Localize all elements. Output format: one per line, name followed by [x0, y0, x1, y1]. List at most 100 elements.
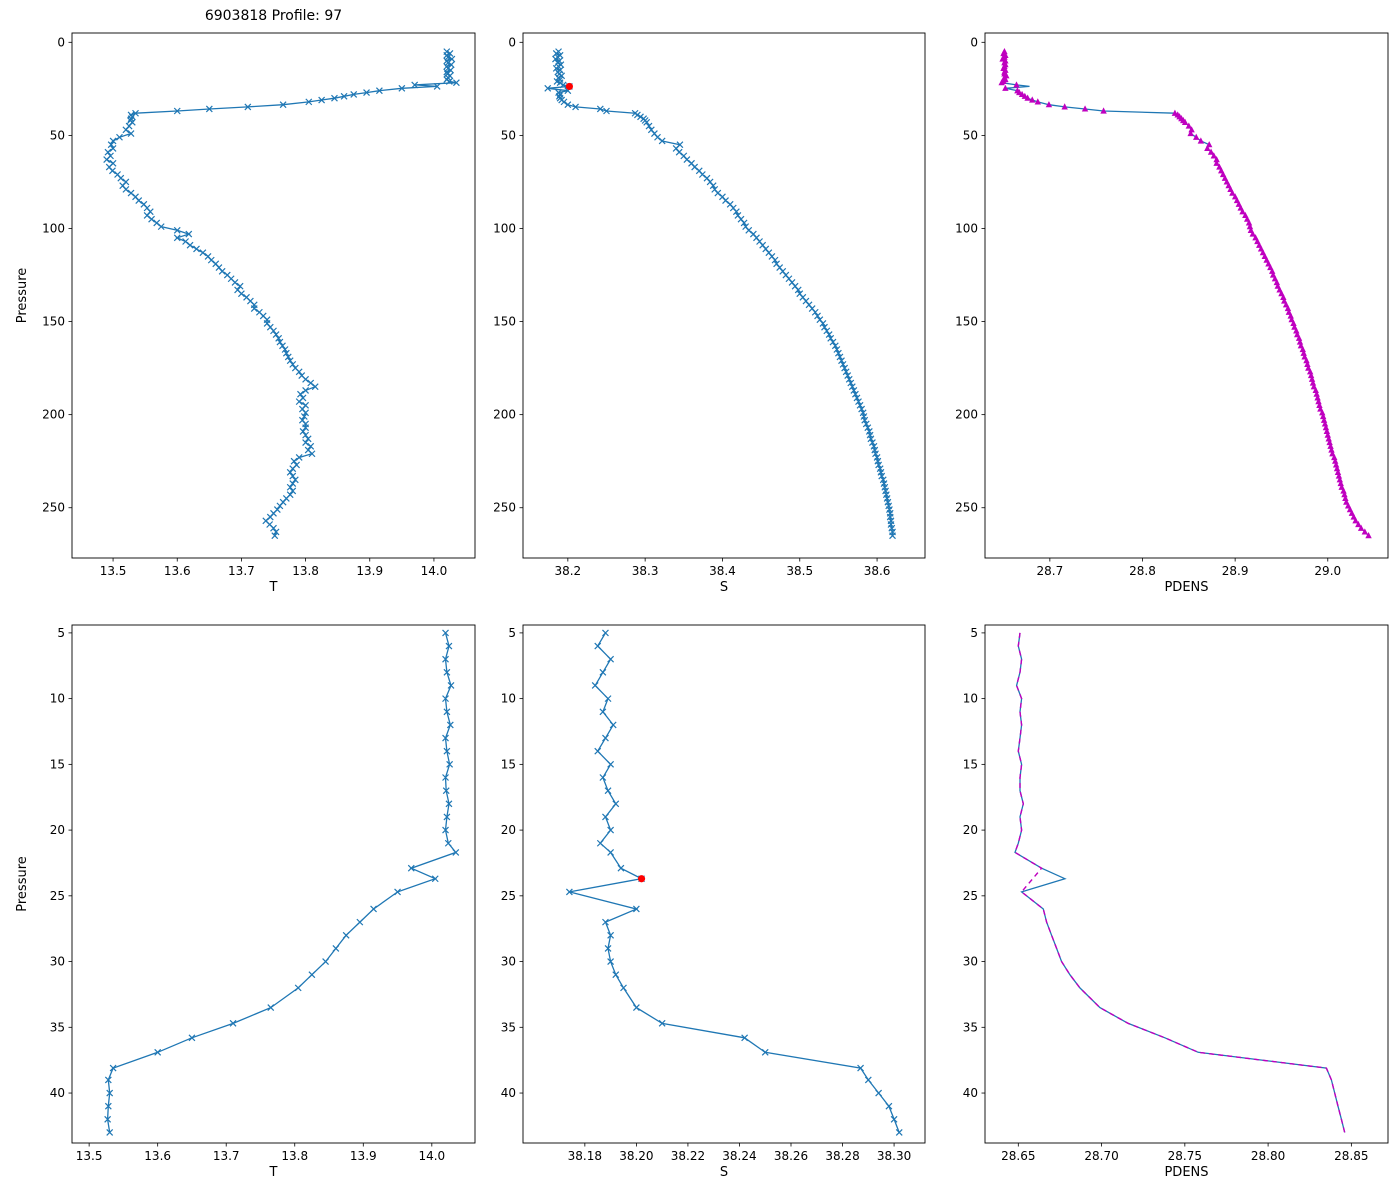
- x-marker: [104, 1076, 112, 1084]
- x-marker: [276, 338, 284, 346]
- x-marker: [853, 394, 861, 402]
- triangle-marker: [1204, 144, 1211, 152]
- x-marker: [885, 1102, 893, 1110]
- x-marker: [847, 379, 855, 387]
- triangle-marker: [1355, 520, 1362, 528]
- profile-line-dashed: [1014, 632, 1346, 1133]
- x-tick-label: 38.20: [619, 1149, 653, 1163]
- x-marker: [864, 1076, 872, 1084]
- x-marker: [842, 368, 850, 376]
- x-marker: [244, 103, 252, 111]
- x-marker: [722, 197, 729, 204]
- triangle-marker: [1308, 375, 1316, 382]
- x-tick-label: 28.9: [1222, 564, 1249, 578]
- plot-salinity-zoom: 38.18 38.20 38.22 38.24 38.26 38.28 38.30 5 10 15…: [501, 624, 926, 1180]
- triangle-marker: [1326, 438, 1333, 446]
- triangle-marker: [1303, 357, 1310, 364]
- plot-potential-density-full: 28.7 28.8 28.9 29.0 0 50 100 150 200 250 PDENS: [955, 32, 1389, 595]
- x-marker: [850, 387, 858, 394]
- x-marker: [443, 668, 451, 676]
- x-marker: [599, 708, 607, 716]
- y-tick-label: 100: [955, 221, 978, 235]
- triangle-marker: [1295, 334, 1303, 341]
- y-tick-label: 50: [963, 128, 978, 142]
- triangle-marker: [1365, 532, 1372, 539]
- x-tick-label: 13.7: [228, 564, 255, 578]
- y-tick-label: 40: [501, 1086, 516, 1100]
- x-marker: [745, 226, 753, 234]
- x-tick-label: 38.3: [632, 564, 659, 578]
- x-marker: [683, 156, 691, 164]
- x-marker: [127, 130, 135, 137]
- profile-line: [547, 51, 894, 536]
- x-marker: [594, 642, 602, 650]
- x-marker: [709, 182, 717, 190]
- x-tick-label: 28.65: [1001, 1149, 1035, 1163]
- x-marker: [302, 387, 310, 394]
- triangle-marker: [1320, 416, 1328, 423]
- y-tick-label: 100: [42, 221, 65, 235]
- triangle-marker: [1309, 379, 1317, 386]
- x-marker: [173, 226, 181, 234]
- triangle-marker: [1315, 398, 1322, 405]
- x-marker: [205, 105, 213, 113]
- x-marker: [173, 107, 181, 115]
- x-marker: [186, 241, 194, 249]
- triangle-marker: [1245, 219, 1253, 226]
- x-axis-label: PDENS: [1164, 580, 1208, 595]
- x-marker: [444, 839, 452, 847]
- x-marker: [878, 472, 886, 480]
- x-axis-label: T: [269, 1165, 278, 1180]
- x-marker: [116, 133, 123, 141]
- x-marker: [302, 375, 310, 383]
- y-tick-label: 20: [501, 823, 516, 837]
- x-axis-label: S: [720, 1165, 728, 1180]
- x-marker: [857, 1064, 865, 1072]
- x-marker: [552, 50, 560, 57]
- x-marker: [875, 461, 883, 469]
- x-marker: [107, 141, 115, 149]
- x-marker: [350, 91, 358, 98]
- x-marker: [607, 958, 615, 965]
- x-marker: [552, 55, 559, 63]
- figure-title: 6903818 Profile: 97: [204, 8, 343, 24]
- triangle-marker: [1361, 528, 1369, 535]
- x-marker: [591, 682, 599, 689]
- x-marker: [122, 185, 130, 193]
- triangle-marker: [1340, 487, 1347, 494]
- x-marker: [633, 111, 641, 119]
- x-marker: [445, 800, 453, 808]
- triangle-marker: [1306, 368, 1314, 375]
- triangle-marker: [1357, 524, 1365, 531]
- x-marker: [286, 357, 294, 365]
- x-marker: [714, 189, 722, 197]
- x-marker: [289, 487, 297, 495]
- x-marker: [875, 1089, 883, 1097]
- x-marker: [607, 849, 615, 856]
- x-marker: [442, 734, 449, 742]
- x-tick-label: 28.85: [1334, 1149, 1368, 1163]
- x-marker: [407, 864, 415, 872]
- x-marker: [302, 439, 310, 446]
- x-marker: [302, 424, 310, 432]
- x-marker: [559, 81, 567, 89]
- x-tick-label: 38.28: [825, 1149, 859, 1163]
- x-marker: [106, 1089, 114, 1097]
- y-tick-label: 20: [50, 823, 65, 837]
- x-marker: [282, 349, 290, 357]
- profile-line: [106, 632, 457, 1133]
- x-marker: [127, 115, 135, 123]
- x-marker: [286, 468, 294, 476]
- x-marker: [294, 984, 302, 992]
- y-tick-label: 15: [963, 757, 978, 771]
- y-tick-label: 30: [50, 955, 65, 969]
- axes-pdens-full: 28.7 28.8 28.9 29.0 0 50 100 150 200 250 PDENS: [955, 32, 1389, 595]
- x-marker: [443, 813, 451, 821]
- x-marker: [895, 1129, 903, 1136]
- x-marker: [555, 92, 563, 100]
- triangle-marker: [1213, 159, 1220, 166]
- x-marker: [104, 1115, 112, 1123]
- x-marker: [433, 83, 441, 90]
- triangle-marker: [1287, 312, 1294, 319]
